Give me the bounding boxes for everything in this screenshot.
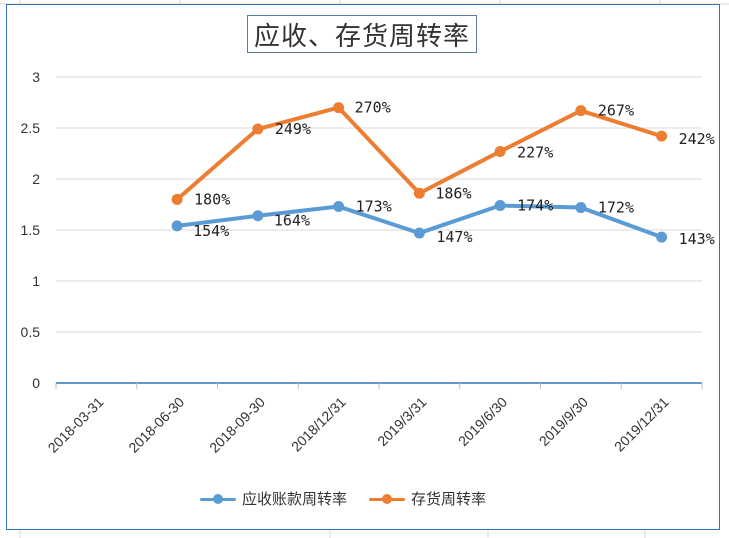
x-axis-ticks: 2018-03-31 2018-06-30 2018-09-30 2018/12/31… — [45, 394, 672, 456]
data-label: 154% — [193, 222, 229, 240]
y-tick-label: 2 — [32, 171, 40, 187]
data-point — [333, 102, 345, 114]
data-point — [171, 220, 183, 232]
data-point — [333, 201, 345, 213]
data-label: 227% — [517, 143, 553, 161]
legend[interactable]: 应收账款周转率 存货周转率 — [200, 488, 486, 509]
data-label: 172% — [598, 199, 634, 217]
x-tick-label: 2018-03-31 — [45, 394, 107, 456]
legend-swatch-inventory — [369, 492, 406, 506]
chart-title[interactable]: 应收、存货周转率 — [247, 15, 477, 53]
legend-swatch-receivables — [200, 492, 236, 506]
data-label: 164% — [274, 212, 310, 230]
data-point — [413, 187, 425, 199]
data-point — [494, 145, 506, 157]
x-tick-label: 2019/6/30 — [455, 394, 511, 450]
series-line-inventory — [175, 105, 664, 202]
y-tick-label: 0 — [32, 375, 40, 391]
x-tick-label: 2018-06-30 — [125, 394, 187, 456]
y-tick-label: 1.5 — [21, 222, 41, 238]
data-label: 242% — [679, 130, 715, 148]
y-axis-ticks: 0 0.5 1 1.5 2 2.5 3 — [21, 69, 41, 391]
data-label: 143% — [679, 230, 715, 248]
data-label: 249% — [275, 120, 311, 138]
data-point — [494, 200, 506, 212]
data-point — [252, 210, 264, 222]
chart-area[interactable] — [6, 4, 720, 530]
data-point — [656, 130, 668, 142]
y-tick-label: 2.5 — [21, 120, 41, 136]
y-gridlines — [56, 76, 702, 333]
data-label: 186% — [435, 184, 471, 202]
y-tick-label: 3 — [32, 69, 40, 85]
data-point — [656, 231, 668, 243]
data-label: 147% — [436, 228, 472, 246]
x-tick-label: 2019/12/31 — [611, 394, 672, 455]
data-point — [171, 193, 183, 205]
data-label: 174% — [517, 197, 553, 215]
data-point — [575, 202, 587, 214]
data-label: 270% — [355, 99, 391, 117]
x-tick-label: 2019/9/30 — [536, 394, 592, 450]
x-tick-label: 2019/3/31 — [374, 394, 430, 450]
legend-item-receivables[interactable]: 应收账款周转率 — [200, 488, 347, 509]
series-layer — [171, 102, 668, 243]
data-label: 173% — [356, 198, 392, 216]
data-label: 180% — [194, 190, 230, 208]
y-tick-label: 1 — [32, 273, 40, 289]
legend-item-inventory[interactable]: 存货周转率 — [369, 488, 486, 509]
x-axis — [55, 382, 703, 389]
data-label: 267% — [598, 102, 634, 120]
data-labels: 154% 164% 173% 147% 174% 172% 143% 180% 249% 270%… — [193, 99, 715, 249]
data-point — [575, 105, 587, 117]
data-point — [413, 227, 425, 239]
x-tick-label: 2018-09-30 — [206, 394, 268, 456]
legend-label-receivables: 应收账款周转率 — [242, 490, 348, 508]
y-tick-label: 0.5 — [21, 324, 41, 340]
x-tick-label: 2018/12/31 — [288, 394, 349, 455]
legend-label-inventory: 存货周转率 — [411, 490, 487, 508]
data-point — [252, 123, 264, 135]
